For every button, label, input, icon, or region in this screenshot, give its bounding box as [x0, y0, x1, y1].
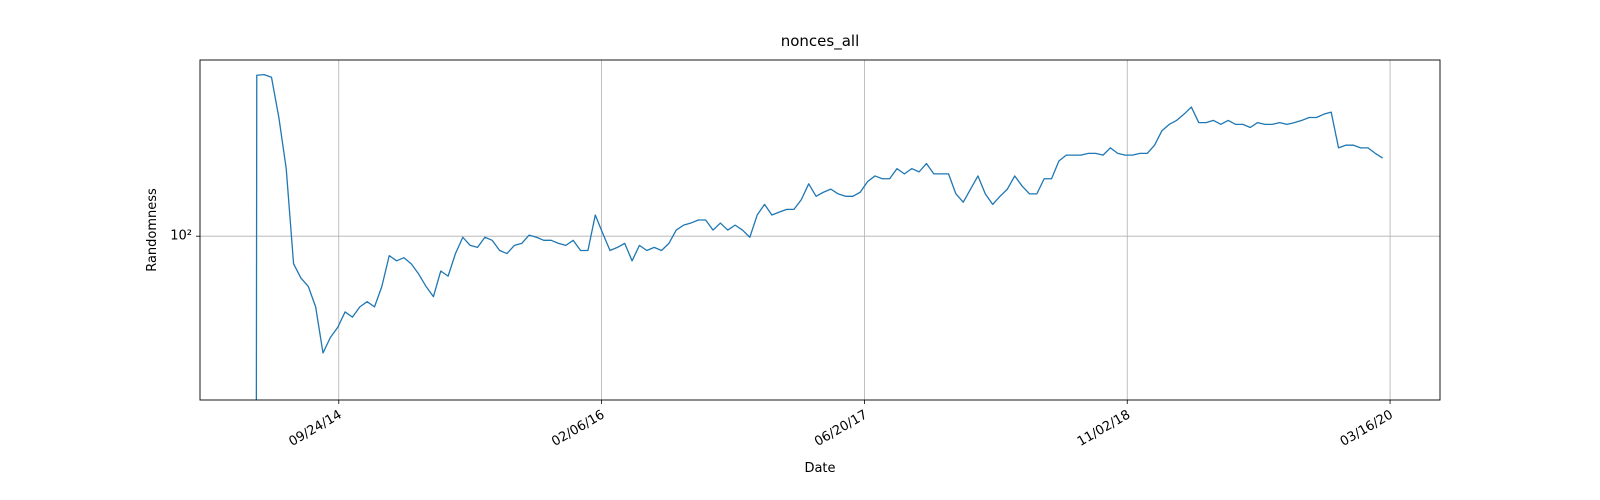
- axes-frame: [199, 59, 1441, 401]
- x-tick-label: 09/24/14: [286, 408, 344, 450]
- x-tick-label: 02/06/16: [549, 408, 607, 450]
- x-tick-label: 03/16/20: [1338, 408, 1396, 450]
- x-axis-label: Date: [804, 461, 835, 476]
- plot-area: [255, 73, 1384, 400]
- y-axis-label: Randomness: [145, 188, 160, 272]
- x-tick-label: 06/20/17: [812, 408, 870, 450]
- y-tick-label: 10²: [170, 229, 192, 244]
- chart-title: nonces_all: [781, 32, 860, 51]
- data-line: [255, 73, 1384, 400]
- x-tick-label: 11/02/18: [1075, 408, 1133, 450]
